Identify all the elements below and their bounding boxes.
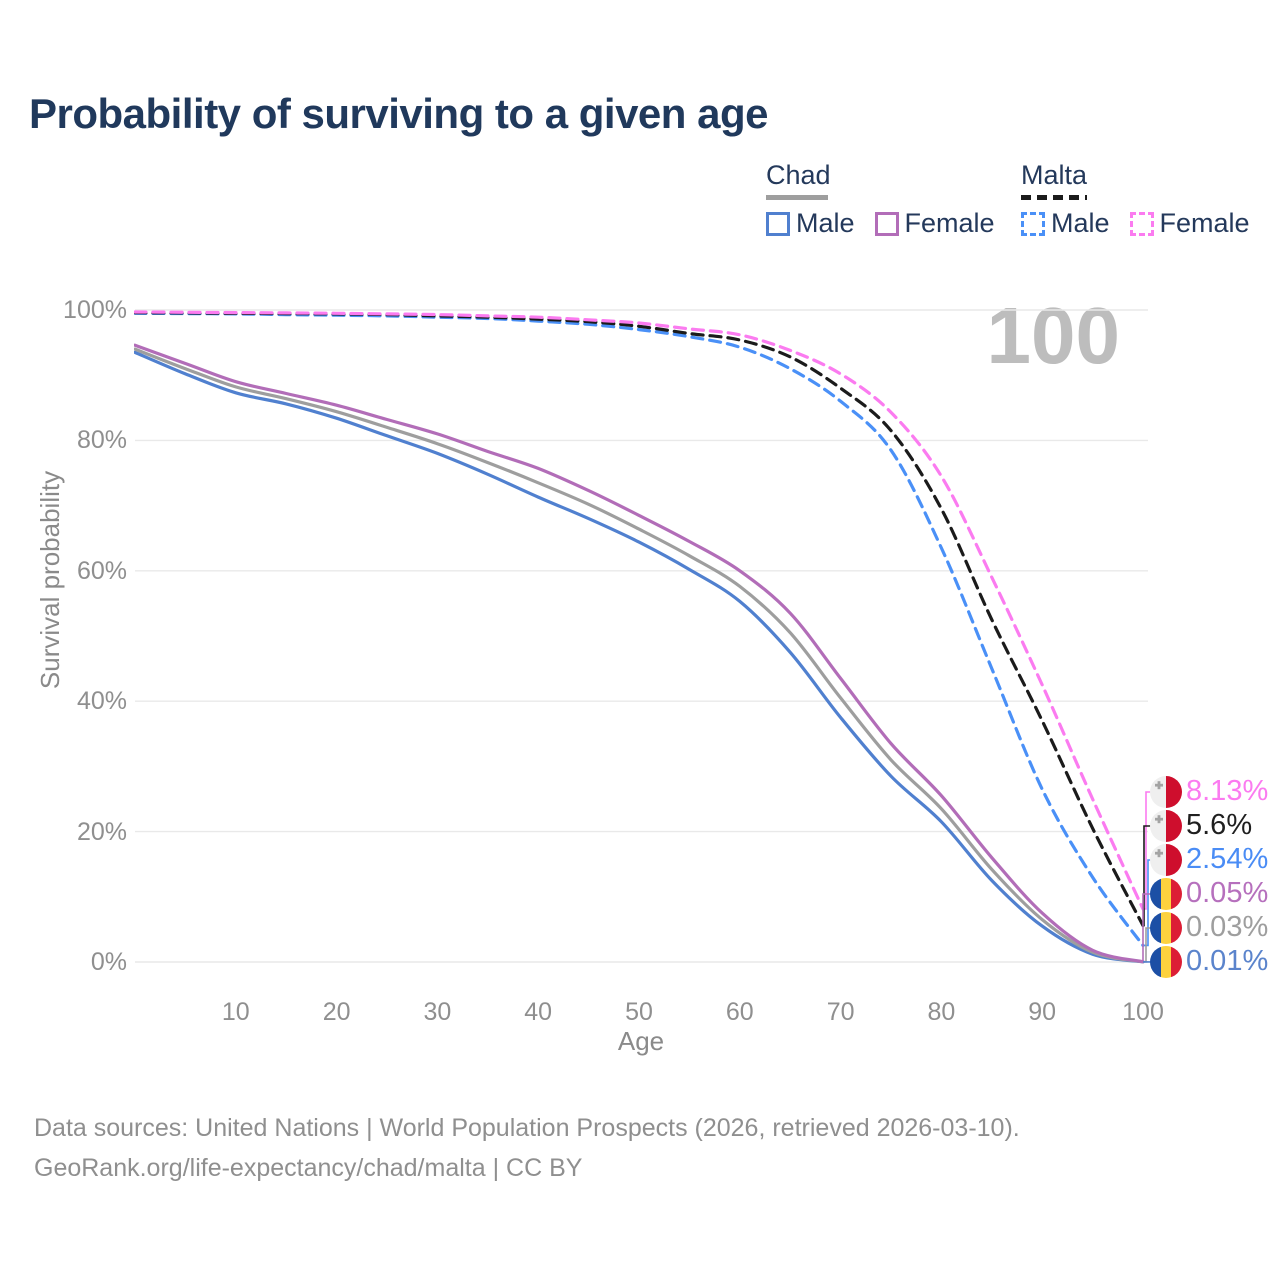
legend-swatch-chad-male xyxy=(766,211,790,236)
legend-item-malta-male[interactable]: Male xyxy=(1021,208,1110,239)
series-line-malta-male xyxy=(134,311,1145,947)
x-tick-label-90: 90 xyxy=(1028,998,1057,1026)
x-tick-label-70: 70 xyxy=(826,998,855,1026)
legend-group-chad: Chad Male Female xyxy=(766,160,995,239)
legend-group-malta: Malta Male Female xyxy=(1021,160,1250,239)
legend-group-title-malta: Malta xyxy=(1021,160,1088,190)
malta-flag-icon xyxy=(1150,844,1182,876)
x-tick-label-30: 30 xyxy=(423,998,452,1026)
watermark-age-value: 100 xyxy=(986,291,1120,380)
x-tick-label-20: 20 xyxy=(322,998,351,1026)
legend-item-chad-female[interactable]: Female xyxy=(874,208,995,239)
y-tick-label-80: 80% xyxy=(76,426,127,455)
footer-data-sources: Data sources: United Nations | World Pop… xyxy=(34,1114,1020,1142)
legend-line-sample-malta xyxy=(1021,195,1087,200)
end-value-label-malta: 5.6% xyxy=(1186,809,1253,841)
chad-flag-icon xyxy=(1150,878,1182,910)
series-line-chad-female xyxy=(134,343,1145,964)
legend-label-malta-female: Female xyxy=(1159,208,1250,238)
y-axis-title: Survival probability xyxy=(35,470,65,690)
legend-label-malta-male: Male xyxy=(1051,208,1110,238)
chart-title: Probability of surviving to a given age xyxy=(29,90,768,137)
legend-group-title-chad: Chad xyxy=(766,160,831,190)
legend-swatch-malta-male xyxy=(1021,211,1045,236)
y-tick-label-100: 100% xyxy=(63,296,127,324)
end-value-label-chad: 0.03% xyxy=(1186,911,1269,943)
x-axis-title: Age xyxy=(617,1026,665,1056)
legend-swatch-chad-female xyxy=(874,211,899,236)
footer-url-license: GeoRank.org/life-expectancy/chad/malta |… xyxy=(34,1154,583,1182)
y-tick-label-40: 40% xyxy=(76,687,127,716)
y-tick-label-0: 0% xyxy=(90,948,127,976)
x-tick-label-10: 10 xyxy=(221,998,250,1026)
y-tick-label-60: 60% xyxy=(76,556,127,585)
x-tick-label-80: 80 xyxy=(927,998,956,1026)
chad-flag-icon xyxy=(1150,946,1182,978)
series-line-chad xyxy=(134,347,1145,964)
series-line-chad-male xyxy=(134,350,1145,964)
end-value-label-malta-male: 2.54% xyxy=(1186,843,1269,875)
legend-label-chad-male: Male xyxy=(796,208,855,238)
malta-flag-icon xyxy=(1150,810,1182,842)
malta-flag-icon xyxy=(1150,776,1182,808)
end-value-label-chad-male: 0.01% xyxy=(1186,945,1269,977)
chad-flag-icon xyxy=(1150,912,1182,944)
legend-line-sample-chad xyxy=(766,195,828,200)
end-value-label-malta-female: 8.13% xyxy=(1186,775,1269,807)
footer-attribution: Data sources: United Nations | World Pop… xyxy=(34,1108,1020,1188)
legend-swatch-malta-female xyxy=(1129,211,1154,236)
y-tick-label-20: 20% xyxy=(76,817,127,846)
series-line-malta-female xyxy=(134,310,1145,911)
x-tick-label-60: 60 xyxy=(725,998,754,1026)
legend-label-chad-female: Female xyxy=(904,208,995,238)
legend-item-chad-male[interactable]: Male xyxy=(766,208,855,239)
end-label-connector-chad-female xyxy=(1142,893,1152,962)
x-tick-label-40: 40 xyxy=(524,998,553,1026)
x-tick-label-50: 50 xyxy=(625,998,653,1026)
x-tick-label-100: 100 xyxy=(1122,998,1164,1026)
end-value-label-chad-female: 0.05% xyxy=(1186,877,1269,909)
legend-item-malta-female[interactable]: Female xyxy=(1129,208,1250,239)
